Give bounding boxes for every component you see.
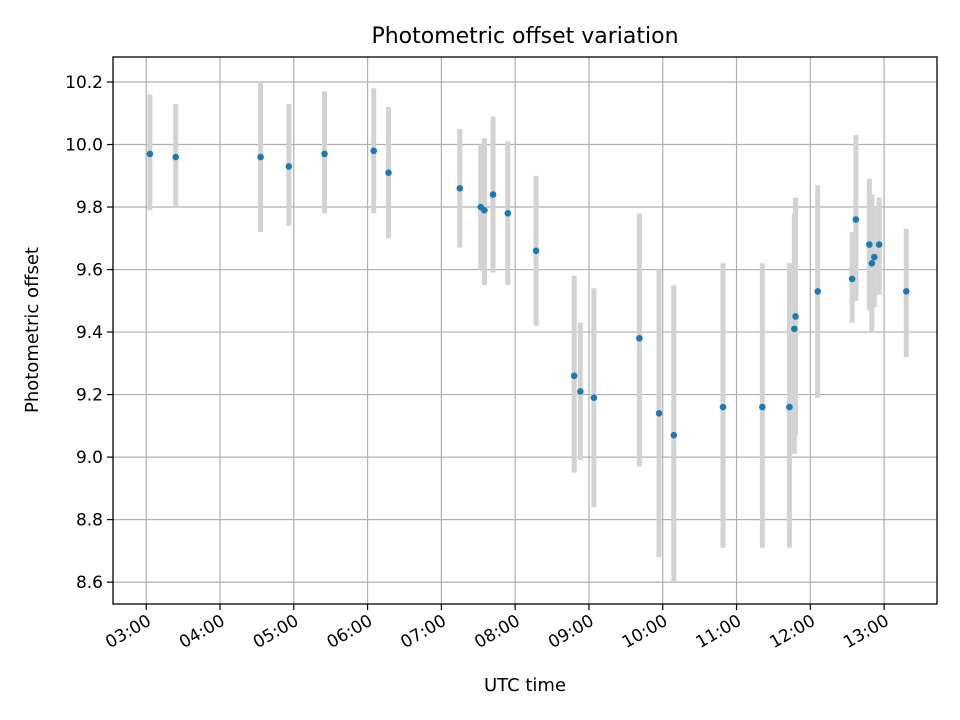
x-axis-label: UTC time [484, 675, 566, 696]
point-layer [146, 147, 910, 439]
data-point [385, 169, 392, 176]
data-point [172, 153, 180, 161]
y-tick-label: 8.6 [76, 573, 103, 593]
data-point [852, 216, 860, 223]
data-point [577, 388, 584, 395]
data-point [636, 335, 643, 342]
data-point [655, 410, 663, 417]
data-point [481, 206, 488, 214]
y-tick-label: 9.8 [76, 198, 103, 218]
data-point [759, 403, 766, 411]
y-tick-label: 9.6 [76, 261, 103, 281]
data-point [719, 403, 727, 411]
data-point [875, 241, 883, 248]
data-point [590, 394, 598, 402]
data-point [670, 431, 678, 439]
data-point [504, 209, 512, 217]
data-point [866, 241, 873, 248]
data-point [870, 253, 878, 261]
data-point [570, 372, 578, 380]
plot-frame [112, 56, 938, 605]
data-point [285, 163, 293, 170]
data-point [814, 288, 822, 295]
data-point [489, 191, 497, 198]
data-point [902, 288, 910, 295]
chart-title: Photometric offset variation [371, 24, 678, 49]
data-point [321, 150, 328, 158]
data-point [868, 259, 876, 267]
grid-layer [113, 57, 937, 604]
y-axis-label: Photometric offset [22, 247, 43, 413]
data-point [786, 403, 793, 411]
data-point [848, 275, 856, 283]
data-point [257, 153, 264, 161]
data-point [370, 147, 378, 155]
data-point [792, 313, 799, 320]
data-point [146, 150, 154, 158]
y-tick-label: 9.4 [76, 323, 103, 343]
data-point [791, 325, 798, 333]
y-tick-label: 10.0 [65, 136, 103, 156]
y-tick-label: 8.8 [76, 511, 103, 531]
y-tick-label: 9.0 [76, 448, 103, 468]
y-tick-label: 9.2 [76, 386, 103, 406]
data-point [456, 184, 464, 192]
data-point [532, 247, 540, 255]
y-tick-label: 10.2 [65, 73, 103, 93]
